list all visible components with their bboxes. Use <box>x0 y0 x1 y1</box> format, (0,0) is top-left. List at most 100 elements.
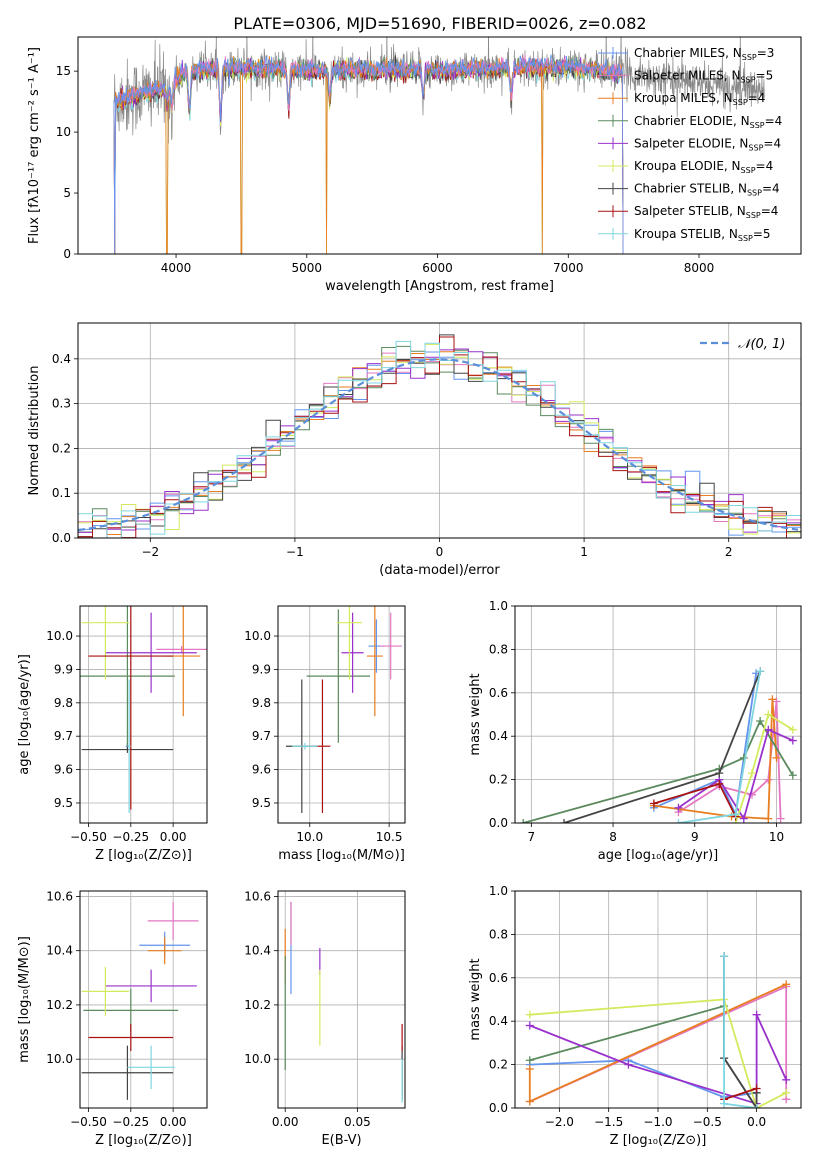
marker <box>649 799 658 808</box>
y-tick-label: 10.0 <box>244 1052 271 1066</box>
x-tick-label: −0.25 <box>112 1115 149 1129</box>
series-kroupa-stelib <box>720 952 761 1108</box>
legend-label-kroupa-elodie: Kroupa ELODIE, NSSP=4 <box>634 159 773 175</box>
y-tick-label: 10.4 <box>46 944 73 958</box>
y-axis-label: age [log₁₀(age/yr)] <box>17 654 32 775</box>
y-tick-label: 9.9 <box>54 662 73 676</box>
series-salpeter-elodie <box>674 725 797 823</box>
marker <box>624 1060 633 1069</box>
x-tick-label: −0.50 <box>70 1115 107 1129</box>
axes-frame <box>277 890 406 1109</box>
mass_vs_EBV-plot-area <box>284 901 403 1103</box>
x-axis-label: E(B-V) <box>321 1133 361 1148</box>
legend-label-salpeter-elodie: Salpeter ELODIE, NSSP=4 <box>634 136 781 152</box>
x-tick-label: −2.0 <box>545 1115 574 1129</box>
x-tick-label: −1.5 <box>594 1115 623 1129</box>
x-tick-label: 10.0 <box>296 830 323 844</box>
y-tick-label: 9.5 <box>54 796 73 810</box>
y-tick-label: 10 <box>56 125 71 139</box>
marker <box>788 736 797 745</box>
age_vs_mass-panel: 10.0 10.5 9.5 9.6 9.7 9.8 9.9 10.0 mass [log₁₀(M… <box>244 605 406 863</box>
marker <box>525 1097 534 1106</box>
marker <box>525 1010 534 1019</box>
marker <box>752 1104 761 1108</box>
errorbar-kroupa-stelib <box>127 679 131 813</box>
errorbar-kroupa-elodie <box>81 606 130 680</box>
marker <box>739 753 748 762</box>
y-tick-label: 0.0 <box>489 1101 508 1115</box>
weight_vs_Z-plot-area <box>525 952 791 1108</box>
legend-label-normal: 𝒩(0, 1) <box>738 337 785 352</box>
marker <box>764 710 773 719</box>
series-kroupa-elodie <box>731 710 797 823</box>
y-tick-label: 0.6 <box>489 971 508 985</box>
series-chabrier-elodie <box>519 717 797 823</box>
y-tick-label: 0.0 <box>489 816 508 830</box>
model-spectrum-chabrier-miles <box>113 54 624 254</box>
marker <box>772 697 781 706</box>
marker <box>782 980 791 989</box>
y-tick-label: 10.2 <box>244 998 271 1012</box>
x-tick-label: 2 <box>725 545 733 559</box>
x-axis-label: Z [log₁₀(Z/Z⊙)] <box>95 1133 192 1148</box>
y-tick-label: 10.0 <box>46 629 73 643</box>
histogram-kroupa-stelib <box>78 340 801 538</box>
y-tick-label: 0.0 <box>52 531 71 545</box>
y-tick-label: 0.8 <box>489 927 508 941</box>
errorbar-chabrier-elodie <box>80 606 175 747</box>
y-tick-label: 9.5 <box>252 796 271 810</box>
x-tick-label: 7000 <box>553 261 584 275</box>
marker <box>788 771 797 780</box>
legend-label-chabrier-elodie: Chabrier ELODIE, NSSP=4 <box>634 114 782 130</box>
x-tick-label: 0 <box>436 545 444 559</box>
errorbar-salpeter-elodie <box>105 612 197 693</box>
y-axis-label: mass [log₁₀(M/M⊙)] <box>17 936 32 1063</box>
axes-frame <box>79 890 208 1109</box>
x-tick-label: −0.5 <box>693 1115 722 1129</box>
legend-label-chabrier-stelib: Chabrier STELIB, NSSP=4 <box>634 182 780 198</box>
residual_hist-plot-area <box>78 334 801 538</box>
errorbar-kroupa-stelib <box>292 742 318 750</box>
x-axis-label: Z [log₁₀(Z/Z⊙)] <box>95 848 192 863</box>
marker <box>674 819 683 823</box>
x-axis-label: mass [log₁₀(M/M⊙)] <box>278 848 405 863</box>
errorbar-salpeter-miles <box>156 646 207 653</box>
marker <box>739 814 748 823</box>
y-tick-label: 9.6 <box>252 763 271 777</box>
x-tick-label: −0.50 <box>70 830 107 844</box>
axes-frame <box>77 36 802 255</box>
y-tick-label: 9.6 <box>54 763 73 777</box>
marker <box>756 717 765 726</box>
weight_vs_age-plot-area <box>519 667 797 823</box>
marker <box>560 819 569 823</box>
x-tick-label: 8000 <box>684 261 715 275</box>
legend-label-salpeter-miles: Salpeter MILES, NSSP=5 <box>634 69 773 85</box>
y-tick-label: 10.2 <box>46 998 73 1012</box>
x-axis-label: Z [log₁₀(Z/Z⊙)] <box>610 1133 707 1148</box>
marker <box>764 814 773 823</box>
mass_vs_Z-plot-area <box>81 901 199 1100</box>
marker <box>720 952 729 961</box>
age_vs_mass-plot-area <box>285 606 402 813</box>
y-tick-label: 9.8 <box>252 696 271 710</box>
normal-curve <box>78 358 799 532</box>
x-tick-label: 0.00 <box>160 1115 187 1129</box>
marker <box>715 769 724 778</box>
errorbar-chabrier-stelib <box>81 746 174 753</box>
y-tick-label: 0.8 <box>489 642 508 656</box>
x-tick-label: −2 <box>141 545 159 559</box>
errorbar-salpeter-elodie <box>341 612 364 693</box>
errorbar-kroupa-miles <box>366 606 383 717</box>
y-tick-label: 0.2 <box>489 1058 508 1072</box>
y-axis-label: Flux [fλ10⁻¹⁷ erg cm⁻² s⁻¹ A⁻¹] <box>27 47 42 244</box>
x-tick-label: 0.00 <box>272 1115 299 1129</box>
x-tick-label: 0.05 <box>344 1115 371 1129</box>
x-tick-label: 8 <box>609 830 617 844</box>
marker <box>525 1021 534 1030</box>
errorbar-salpeter-miles <box>379 612 402 680</box>
y-tick-label: 10.6 <box>46 889 73 903</box>
y-tick-label: 0.4 <box>52 352 71 366</box>
y-axis-label: mass weight <box>468 958 483 1040</box>
axes-frame <box>514 605 802 824</box>
